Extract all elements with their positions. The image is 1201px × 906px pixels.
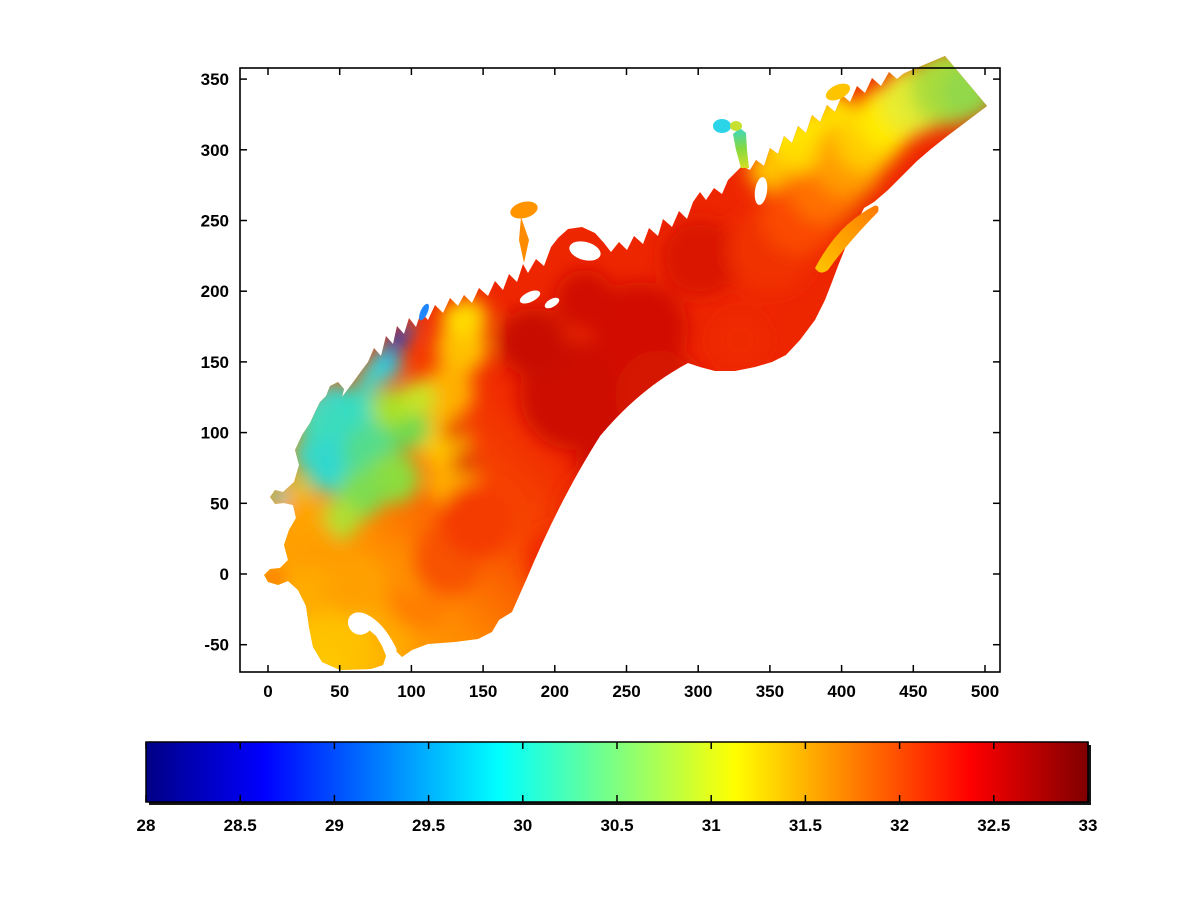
y-tick-label: 350 — [201, 70, 229, 89]
colorbar-tick-label: 29.5 — [412, 816, 445, 835]
colorbar-tick-label: 31 — [702, 816, 721, 835]
axis-ticks — [240, 68, 1000, 672]
island-holes — [519, 177, 768, 309]
colorbar-tick-labels: 28 28.5 29 29.5 30 30.5 31 31.5 32 32.5 33 — [137, 816, 1098, 835]
x-tick-label: 0 — [263, 682, 272, 701]
colorbar-ticks — [145, 742, 1089, 802]
x-tick-label: 350 — [756, 682, 784, 701]
y-tick-label: 50 — [210, 494, 229, 513]
y-tick-label: 0 — [220, 565, 229, 584]
satellite-features — [419, 83, 879, 321]
x-tick-label: 150 — [469, 682, 497, 701]
blue-sliver — [419, 303, 429, 321]
colorbar-tick-label: 30 — [513, 816, 532, 835]
map-field-blobs — [265, 56, 987, 670]
y-tick-label: 100 — [201, 424, 229, 443]
small-cove — [825, 83, 851, 101]
y-tick-label: -50 — [204, 636, 229, 655]
x-tick-label: 250 — [612, 682, 640, 701]
colorbar-tick-label: 28 — [137, 816, 156, 835]
green-inlet — [730, 121, 742, 131]
colorbar-tick-label: 32 — [890, 816, 909, 835]
axes-box — [239, 67, 1001, 673]
x-tick-label: 450 — [899, 682, 927, 701]
hook-inlet — [348, 612, 397, 655]
colorbar-tick-label: 29 — [325, 816, 344, 835]
x-tick-label: 300 — [684, 682, 712, 701]
colorbar-tick-label: 33 — [1079, 816, 1098, 835]
x-tick-label: 100 — [397, 682, 425, 701]
colorbar-tick-label: 31.5 — [789, 816, 822, 835]
y-tick-label: 300 — [201, 141, 229, 160]
y-axis-tick-labels: -50 0 50 100 150 200 250 300 350 — [201, 70, 229, 655]
estuary-branch — [733, 128, 749, 168]
colorbar-tick-label: 28.5 — [224, 816, 257, 835]
colorbar: 28 28.5 29 29.5 30 30.5 31 31.5 32 32.5 33 — [137, 741, 1098, 835]
y-tick-label: 150 — [201, 353, 229, 372]
lollipop-bay — [510, 201, 538, 219]
y-tick-label: 250 — [201, 212, 229, 231]
x-tick-label: 200 — [541, 682, 569, 701]
lollipop-stem — [519, 217, 529, 263]
x-tick-label: 50 — [330, 682, 349, 701]
cyan-inlet — [713, 119, 731, 133]
colorbar-tick-label: 30.5 — [600, 816, 633, 835]
x-axis-tick-labels: 0 50 100 150 200 250 300 350 400 450 500 — [263, 682, 999, 701]
salinity-map — [264, 56, 987, 670]
x-tick-label: 500 — [971, 682, 999, 701]
colorbar-tick-label: 32.5 — [977, 816, 1010, 835]
barrier-spit — [815, 205, 879, 273]
x-tick-label: 400 — [827, 682, 855, 701]
y-tick-label: 200 — [201, 282, 229, 301]
colorbar-bar — [145, 741, 1089, 803]
